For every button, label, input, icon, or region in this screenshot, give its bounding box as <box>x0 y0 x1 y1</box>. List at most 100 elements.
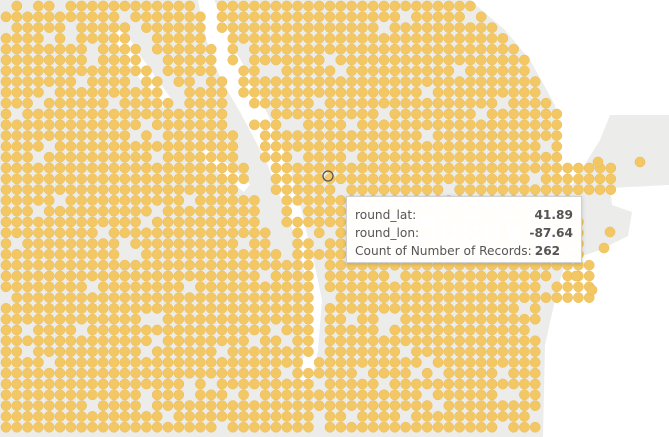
map-dot[interactable] <box>130 195 141 206</box>
map-dot[interactable] <box>33 119 44 131</box>
map-dot[interactable] <box>367 0 379 12</box>
map-dot[interactable] <box>303 400 314 411</box>
map-dot[interactable] <box>324 216 336 228</box>
map-dot[interactable] <box>270 11 282 23</box>
map-dot[interactable] <box>378 292 390 303</box>
map-dot[interactable] <box>141 87 152 98</box>
map-dot[interactable] <box>421 76 433 87</box>
map-dot[interactable] <box>54 205 66 217</box>
map-dot[interactable] <box>151 119 163 131</box>
map-dot[interactable] <box>324 141 336 152</box>
map-dot[interactable] <box>11 195 23 206</box>
map-dot[interactable] <box>443 87 455 98</box>
map-dot[interactable] <box>443 130 455 141</box>
map-dot[interactable] <box>33 292 44 303</box>
map-dot[interactable] <box>54 33 66 44</box>
map-dot[interactable] <box>249 227 260 239</box>
map-dot[interactable] <box>259 33 271 44</box>
map-dot[interactable] <box>335 259 347 271</box>
map-dot[interactable] <box>151 162 163 174</box>
map-dot[interactable] <box>313 54 325 66</box>
map-dot[interactable] <box>108 281 120 293</box>
map-dot[interactable] <box>54 335 66 347</box>
map-dot[interactable] <box>529 108 541 120</box>
map-dot[interactable] <box>292 378 303 390</box>
map-dot[interactable] <box>400 119 411 131</box>
map-dot[interactable] <box>162 54 174 66</box>
map-dot[interactable] <box>249 378 260 390</box>
map-dot[interactable] <box>432 22 444 33</box>
map-dot[interactable] <box>227 184 239 195</box>
map-dot[interactable] <box>313 357 325 368</box>
map-dot[interactable] <box>130 421 141 433</box>
map-dot[interactable] <box>216 227 228 239</box>
map-dot[interactable] <box>76 195 87 206</box>
map-dot[interactable] <box>465 0 476 12</box>
map-dot[interactable] <box>195 346 206 357</box>
map-dot[interactable] <box>141 249 152 260</box>
map-dot[interactable] <box>22 378 33 390</box>
map-dot[interactable] <box>33 162 44 174</box>
map-dot[interactable] <box>346 184 357 195</box>
map-dot[interactable] <box>486 108 498 120</box>
map-dot[interactable] <box>400 184 411 195</box>
map-dot[interactable] <box>634 156 646 168</box>
map-dot[interactable] <box>184 421 195 433</box>
map-dot[interactable] <box>141 151 152 163</box>
map-dot[interactable] <box>443 367 455 379</box>
map-dot[interactable] <box>259 141 271 152</box>
map-dot[interactable] <box>605 173 617 185</box>
map-dot[interactable] <box>292 54 303 66</box>
map-dot[interactable] <box>389 65 401 77</box>
map-dot[interactable] <box>313 65 325 77</box>
map-dot[interactable] <box>249 238 260 249</box>
map-dot[interactable] <box>184 151 195 163</box>
map-dot[interactable] <box>173 141 185 152</box>
map-dot[interactable] <box>173 11 185 23</box>
map-dot[interactable] <box>378 0 390 12</box>
map-dot[interactable] <box>281 11 293 23</box>
map-dot[interactable] <box>130 119 141 131</box>
map-dot[interactable] <box>519 292 530 303</box>
map-dot[interactable] <box>238 389 249 401</box>
map-dot[interactable] <box>421 33 433 44</box>
map-dot[interactable] <box>22 195 33 206</box>
map-dot[interactable] <box>324 87 336 98</box>
map-dot[interactable] <box>238 357 249 368</box>
map-dot[interactable] <box>108 141 120 152</box>
map-dot[interactable] <box>519 54 530 66</box>
map-dot[interactable] <box>303 151 314 163</box>
map-dot[interactable] <box>97 378 109 390</box>
map-dot[interactable] <box>292 270 303 282</box>
map-dot[interactable] <box>346 335 357 347</box>
map-dot[interactable] <box>292 173 303 185</box>
map-dot[interactable] <box>130 227 141 239</box>
map-dot[interactable] <box>130 173 141 185</box>
map-dot[interactable] <box>357 11 368 23</box>
map-dot[interactable] <box>519 335 530 347</box>
map-dot[interactable] <box>238 421 249 433</box>
map-dot[interactable] <box>313 400 325 411</box>
map-dot[interactable] <box>173 400 185 411</box>
map-dot[interactable] <box>11 227 23 239</box>
map-dot[interactable] <box>270 141 282 152</box>
map-dot[interactable] <box>313 249 325 260</box>
map-dot[interactable] <box>378 184 390 195</box>
map-dot[interactable] <box>130 281 141 293</box>
map-dot[interactable] <box>238 324 249 336</box>
map-dot[interactable] <box>195 87 206 98</box>
map-dot[interactable] <box>389 346 401 357</box>
map-dot[interactable] <box>324 249 336 260</box>
map-dot[interactable] <box>33 324 44 336</box>
map-dot[interactable] <box>22 54 33 66</box>
map-dot[interactable] <box>87 259 98 271</box>
map-dot[interactable] <box>411 119 422 131</box>
map-dot[interactable] <box>227 216 239 228</box>
map-dot[interactable] <box>249 87 260 98</box>
map-dot[interactable] <box>162 346 174 357</box>
map-dot[interactable] <box>281 421 293 433</box>
map-dot[interactable] <box>97 195 109 206</box>
map-dot[interactable] <box>130 335 141 347</box>
map-dot[interactable] <box>108 238 120 249</box>
map-dot[interactable] <box>151 76 163 87</box>
